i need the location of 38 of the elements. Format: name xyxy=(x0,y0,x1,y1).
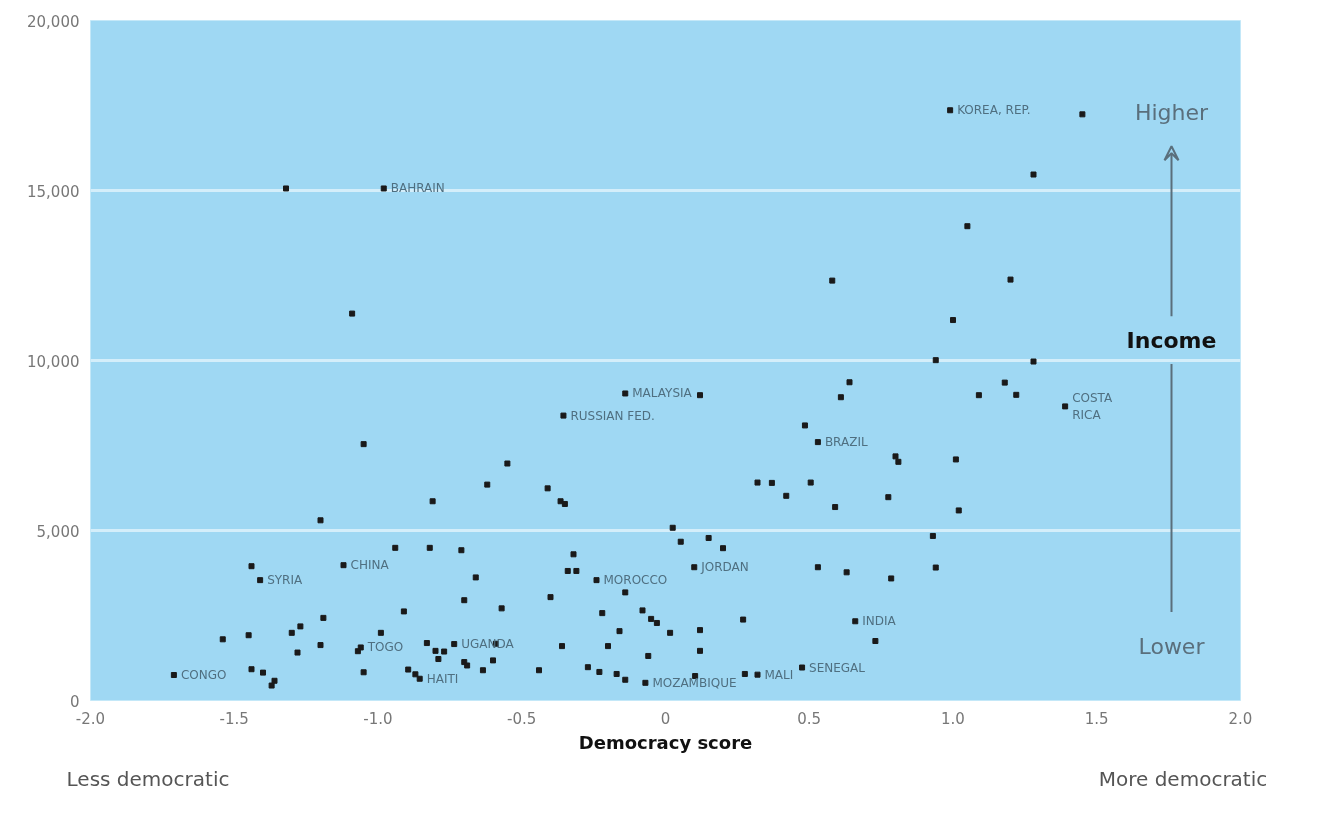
annotation: MOZAMBIQUE xyxy=(652,675,737,690)
annotation: CONGO xyxy=(180,668,227,682)
annotation: INDIA xyxy=(862,614,897,629)
annotation: KOREA, REP. xyxy=(957,103,1031,118)
x-tick-label: 1.5 xyxy=(1084,709,1109,728)
annotation: TOGO xyxy=(366,640,404,655)
annotation: MOROCCO xyxy=(603,573,668,588)
annotation: SENEGAL xyxy=(809,660,866,675)
annotation: RUSSIAN FED. xyxy=(570,408,655,423)
annotation: JORDAN xyxy=(700,560,749,575)
annotation: SYRIA xyxy=(267,573,303,588)
x-tick-label: -0.5 xyxy=(507,709,537,728)
annotation: MALI xyxy=(764,667,794,682)
x-tick-label: 2.0 xyxy=(1228,709,1253,728)
annotation: BRAZIL xyxy=(824,435,868,450)
text: More democratic xyxy=(1098,766,1268,791)
annotation: Income xyxy=(1126,327,1217,353)
annotation: UGANDA xyxy=(461,637,515,652)
annotation: CHINA xyxy=(350,558,390,573)
y-tick-label: 15,000 xyxy=(27,182,80,201)
text: Less democratic xyxy=(66,766,230,791)
x-tick-label: 0.5 xyxy=(797,709,822,728)
y-tick-label: 10,000 xyxy=(27,352,80,371)
annotation: MALAYSIA xyxy=(632,386,693,401)
x-tick-label: -1.0 xyxy=(363,709,393,728)
annotation: Higher xyxy=(1134,99,1210,125)
x-tick-label: -1.5 xyxy=(219,709,249,728)
x-axis-title: Democracy score xyxy=(578,731,753,753)
annotation: HAITI xyxy=(426,671,459,686)
y-tick-label: 5,000 xyxy=(36,522,80,541)
annotation: Lower xyxy=(1138,633,1206,659)
y-tick-label: 20,000 xyxy=(27,12,80,31)
x-tick-label: -2.0 xyxy=(75,709,106,728)
annotation: BAHRAIN xyxy=(390,181,445,196)
y-tick-label: 0 xyxy=(69,692,80,711)
x-tick-label: 0 xyxy=(660,709,671,728)
x-tick-label: 1.0 xyxy=(941,709,965,728)
annotation: COSTA RICA xyxy=(1072,391,1113,422)
